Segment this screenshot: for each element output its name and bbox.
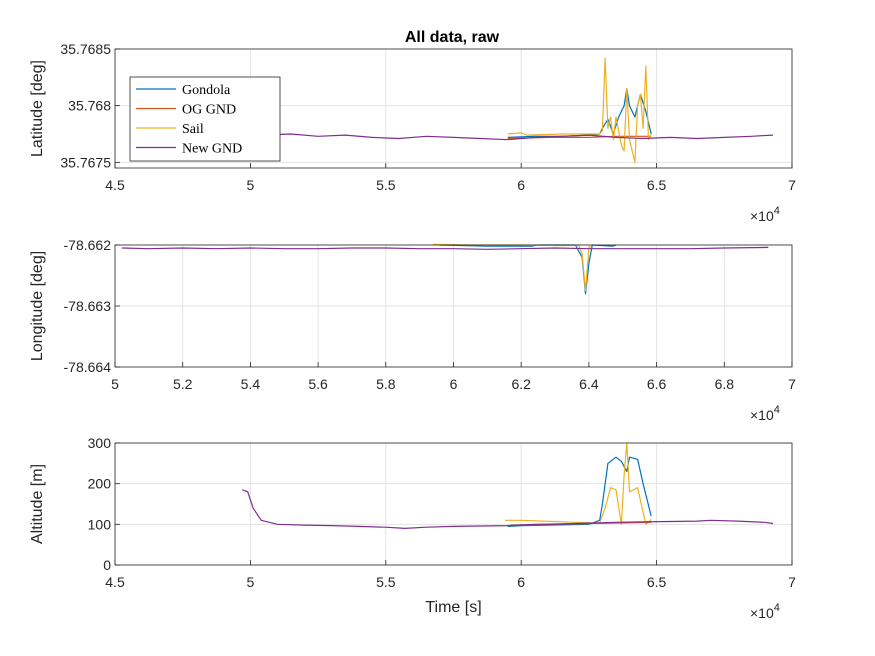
x-tick-label: 6.2 <box>511 376 531 392</box>
x-tick-label: 7 <box>788 574 796 590</box>
y-tick-label: 35.7675 <box>60 154 111 170</box>
longitude-series <box>121 243 769 295</box>
series-line-sail <box>507 57 652 163</box>
altitude-axes-frame <box>114 442 793 566</box>
x-tick-label: 6.6 <box>647 376 667 392</box>
altitude-ticks: 4.5 5 5.5 6 6.5 7 0 100 200 300 <box>88 435 796 590</box>
x-tick-label: 5 <box>247 177 255 193</box>
y-tick-label: -78.664 <box>64 359 112 375</box>
longitude-axes: 5 5.2 5.4 5.6 5.8 6 6.2 6.4 6.6 6.8 7 -78.664 -78.66… <box>29 237 796 423</box>
x-tick-label: 5 <box>111 376 119 392</box>
x-tick-label: 6.5 <box>647 574 667 590</box>
legend-entry: New GND <box>182 142 242 157</box>
x-tick-label: 6.5 <box>647 177 667 193</box>
latitude-x-exponent: ×104 <box>750 205 780 224</box>
x-tick-label: 4.5 <box>105 574 125 590</box>
x-tick-label: 7 <box>788 177 796 193</box>
altitude-x-exponent: ×104 <box>750 602 780 621</box>
y-tick-label: 35.7685 <box>60 41 111 57</box>
series-line-new-gnd <box>121 246 769 250</box>
series-line-sail <box>505 442 652 525</box>
latitude-axes-frame <box>114 48 793 169</box>
x-tick-label: 5.5 <box>376 177 396 193</box>
x-tick-label: 6 <box>517 574 525 590</box>
latitude-axes: 4.5 5 5.5 6 6.5 7 35.7675 35.768 35.7685 Latitud… <box>29 41 796 224</box>
y-tick-label: 300 <box>88 435 112 451</box>
legend-entry: OG GND <box>182 103 236 118</box>
y-tick-label: 35.768 <box>68 98 111 114</box>
longitude-ylabel: Longitude [deg] <box>29 251 46 361</box>
altitude-series <box>242 442 774 530</box>
x-tick-label: 5.8 <box>376 376 396 392</box>
longitude-grid <box>114 244 793 368</box>
x-tick-label: 4.5 <box>105 177 125 193</box>
time-xlabel: Time [s] <box>425 599 481 616</box>
longitude-x-exponent: ×104 <box>750 404 780 423</box>
legend-entry: Gondola <box>182 83 231 98</box>
x-tick-label: 6.4 <box>579 376 599 392</box>
y-tick-label: -78.662 <box>64 237 112 253</box>
x-tick-label: 7 <box>788 376 796 392</box>
x-tick-label: 6 <box>450 376 458 392</box>
series-line-gondola <box>439 244 617 295</box>
y-tick-label: -78.663 <box>64 298 112 314</box>
latitude-ticks: 4.5 5 5.5 6 6.5 7 35.7675 35.768 35.7685 <box>60 41 796 193</box>
y-tick-label: 0 <box>103 557 111 573</box>
longitude-ticks: 5 5.2 5.4 5.6 5.8 6 6.2 6.4 6.6 6.8 7 -78.664 -78.66… <box>64 237 797 392</box>
altitude-ylabel: Altitude [m] <box>29 464 46 544</box>
series-line-new-gnd <box>239 133 774 141</box>
legend: Gondola OG GND Sail New GND <box>129 76 281 162</box>
x-tick-label: 5.6 <box>308 376 328 392</box>
series-line-gondola <box>507 88 652 138</box>
x-tick-label: 5.2 <box>173 376 193 392</box>
x-tick-label: 5.5 <box>376 574 396 590</box>
chart-title: All data, raw <box>405 29 500 46</box>
y-tick-label: 200 <box>88 476 112 492</box>
altitude-axes: 4.5 5 5.5 6 6.5 7 0 100 200 300 Altitude [m] Time… <box>29 435 796 621</box>
latitude-ylabel: Latitude [deg] <box>29 60 46 157</box>
series-line-sail <box>433 243 593 292</box>
legend-entry: Sail <box>182 122 204 137</box>
x-tick-label: 5 <box>247 574 255 590</box>
altitude-grid <box>114 442 793 566</box>
x-tick-label: 5.4 <box>241 376 261 392</box>
latitude-series <box>239 57 774 163</box>
x-tick-label: 6.8 <box>715 376 735 392</box>
y-tick-label: 100 <box>88 516 112 532</box>
series-line-gondola <box>507 456 652 527</box>
series-line-new-gnd <box>242 489 774 530</box>
x-tick-label: 6 <box>517 177 525 193</box>
